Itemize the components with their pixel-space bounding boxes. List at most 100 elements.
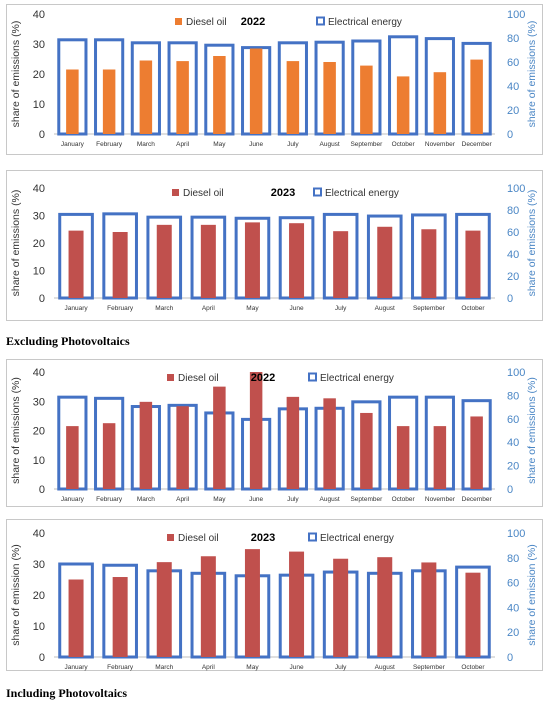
x-tick-label: August (375, 305, 395, 312)
y-left-tick-label: 40 (33, 9, 45, 21)
chart-title: 2023 (251, 532, 275, 544)
x-tick-label: October (392, 141, 416, 148)
y-left-tick-label: 10 (33, 99, 45, 111)
x-tick-label: June (289, 664, 303, 671)
diesel-oil-bar (68, 230, 84, 298)
y-right-tick-label: 100 (507, 183, 525, 195)
diesel-oil-bar (102, 423, 116, 489)
y-right-tick-label: 0 (507, 129, 513, 141)
diesel-oil-bar (102, 69, 116, 134)
diesel-oil-bar (176, 61, 189, 134)
y-right-tick-label: 60 (507, 578, 519, 590)
legend-swatch-electrical (308, 532, 317, 542)
diesel-oil-bar (470, 59, 483, 134)
y-right-axis-title: share of emissions (%) (526, 377, 538, 484)
y-left-axis-title: share of emissions (%) (10, 377, 22, 484)
y-right-tick-label: 40 (507, 437, 519, 449)
y-right-tick-label: 80 (507, 33, 519, 45)
x-tick-label: May (213, 141, 226, 148)
x-tick-label: February (107, 664, 134, 671)
x-tick-label: November (425, 496, 456, 503)
y-left-tick-label: 0 (39, 652, 45, 664)
y-right-tick-label: 60 (507, 227, 519, 239)
diesel-oil-bar (421, 229, 437, 298)
diesel-oil-bar (421, 562, 437, 657)
y-left-tick-label: 0 (39, 293, 45, 305)
y-right-tick-label: 60 (507, 414, 519, 426)
x-tick-label: December (462, 141, 493, 148)
legend-swatch-diesel (172, 189, 179, 196)
y-left-axis-title: share of emissions (%) (10, 21, 22, 128)
diesel-oil-bar (465, 572, 481, 657)
y-left-tick-label: 10 (33, 455, 45, 467)
x-tick-label: February (96, 141, 123, 148)
x-tick-label: August (375, 664, 395, 671)
x-tick-label: April (176, 141, 190, 148)
y-right-tick-label: 40 (507, 602, 519, 614)
x-tick-label: July (335, 305, 347, 312)
diesel-oil-bar (377, 226, 393, 298)
y-right-tick-label: 20 (507, 461, 519, 473)
y-right-tick-label: 100 (507, 528, 525, 540)
chart-title: 2023 (271, 187, 295, 199)
y-right-axis-title: share of emissions (%) (526, 21, 538, 128)
diesel-oil-bar (286, 61, 300, 134)
x-tick-label: March (137, 141, 155, 148)
y-right-tick-label: 0 (507, 652, 513, 664)
y-right-tick-label: 80 (507, 553, 519, 565)
x-tick-label: June (249, 141, 263, 148)
diesel-oil-bar (200, 556, 216, 657)
diesel-oil-bar (333, 558, 349, 657)
y-right-tick-label: 80 (507, 205, 519, 217)
x-tick-label: February (107, 305, 134, 312)
y-left-tick-label: 20 (33, 426, 45, 438)
diesel-oil-bar (465, 230, 481, 298)
y-left-tick-label: 20 (33, 69, 45, 81)
diesel-oil-bar (249, 372, 263, 489)
y-left-tick-label: 40 (33, 528, 45, 540)
diesel-oil-bar (156, 224, 172, 298)
y-right-tick-label: 100 (507, 9, 525, 21)
diesel-oil-bar (213, 56, 226, 134)
y-left-axis-title: share of emission (%) (10, 544, 22, 646)
y-left-axis-title: share of emissions (%) (10, 190, 22, 297)
y-left-tick-label: 0 (39, 129, 45, 141)
legend-swatch-electrical (308, 372, 317, 382)
x-tick-label: September (413, 664, 446, 671)
legend-label-electrical: Electrical energy (320, 373, 394, 384)
diesel-oil-bar (323, 62, 336, 134)
x-tick-label: October (392, 496, 416, 503)
y-left-tick-label: 20 (33, 590, 45, 602)
x-tick-label: March (137, 496, 155, 503)
x-tick-label: June (289, 305, 303, 312)
chart-panel-excl-2023: 0 10 20 30 40 0 20 40 60 80 100 share of emissions … (6, 170, 543, 321)
legend-swatch-electrical (313, 187, 322, 197)
x-tick-label: December (462, 496, 493, 503)
legend-label-electrical: Electrical energy (320, 533, 394, 544)
diesel-oil-bar (433, 426, 447, 489)
y-left-tick-label: 40 (33, 367, 45, 379)
x-tick-label: September (350, 141, 383, 148)
x-tick-label: October (461, 664, 485, 671)
diesel-oil-bar (213, 386, 226, 489)
x-tick-label: August (320, 141, 340, 148)
x-tick-label: October (461, 305, 485, 312)
chart-panel-incl-2023: 0 10 20 30 40 0 20 40 60 80 100 share of emission (… (6, 519, 543, 671)
y-right-tick-label: 20 (507, 271, 519, 283)
y-right-tick-label: 0 (507, 484, 513, 496)
diesel-oil-bar (433, 72, 447, 134)
legend-label-diesel: Diesel oil (178, 533, 219, 544)
legend-label-electrical: Electrical energy (325, 188, 399, 199)
diesel-oil-bar (244, 549, 260, 657)
legend-label-diesel: Diesel oil (178, 373, 219, 384)
x-tick-label: July (287, 141, 299, 148)
y-left-tick-label: 20 (33, 238, 45, 250)
diesel-oil-bar (200, 224, 216, 298)
legend-label-electrical: Electrical energy (328, 17, 402, 28)
legend-swatch-diesel (167, 534, 174, 541)
diesel-oil-bar (286, 396, 300, 489)
x-tick-label: November (425, 141, 456, 148)
